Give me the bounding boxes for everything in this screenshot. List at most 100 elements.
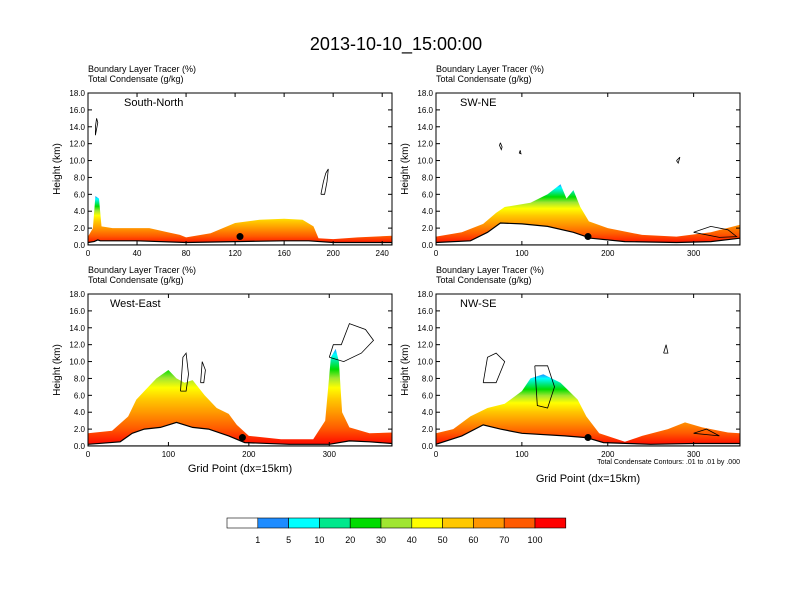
panel-header-condensate: Total Condensate (g/kg) (436, 74, 532, 84)
site-marker (584, 434, 592, 442)
y-axis-label: Height (km) (52, 143, 63, 195)
x-axis-label: Grid Point (dx=15km) (536, 473, 640, 485)
site-marker (236, 233, 244, 241)
y-ticks: 0.0 2.0 4.0 6.0 8.0 10.0 12.0 14.0 16.0 18.0 (69, 89, 392, 250)
y-tick-label: 10.0 (69, 358, 85, 367)
y-tick-label: 8.0 (422, 374, 434, 383)
x-tick-label: 100 (515, 450, 529, 459)
colorbar-swatch (349, 517, 382, 529)
colorbar-swatch (503, 517, 536, 529)
x-tick-label: 120 (228, 249, 242, 258)
condensate-contours (180, 323, 375, 392)
y-tick-label: 10.0 (417, 157, 433, 166)
y-tick-label: 0.0 (422, 442, 434, 451)
condensate-contour (482, 352, 506, 384)
plot-frame (87, 293, 393, 447)
tracer-plume (436, 374, 740, 446)
panel-nw-se: Boundary Layer Tracer (%) Total Condensa… (400, 265, 741, 485)
condensate-contour (180, 352, 189, 392)
y-tick-label: 8.0 (74, 173, 86, 182)
y-tick-label: 6.0 (422, 391, 434, 400)
terrain-fill (436, 222, 740, 245)
x-tick-label: 200 (242, 450, 256, 459)
x-ticks: 0 40 80 120 160 200 240 (86, 93, 390, 258)
colorbar-label: 10 (314, 535, 324, 545)
y-tick-label: 6.0 (74, 190, 86, 199)
y-tick-label: 2.0 (422, 224, 434, 233)
panel-header-tracer: Boundary Layer Tracer (%) (88, 64, 196, 74)
colorbar-label: 1 (255, 535, 260, 545)
colorbar-swatch (534, 517, 567, 529)
x-tick-label: 100 (515, 249, 529, 258)
y-tick-label: 16.0 (69, 106, 85, 115)
panel-west-east: Boundary Layer Tracer (%) Total Condensa… (52, 265, 393, 475)
condensate-contour (499, 142, 503, 151)
plot-area (436, 344, 740, 446)
y-tick-label: 6.0 (74, 391, 86, 400)
y-tick-label: 4.0 (74, 207, 86, 216)
terrain-fill (436, 424, 740, 446)
colorbar-swatch (288, 517, 320, 529)
x-tick-label: 160 (277, 249, 291, 258)
terrain-fill (88, 421, 392, 446)
x-ticks: 0 100 200 300 (434, 294, 701, 459)
site-marker (584, 233, 592, 241)
condensate-contour (534, 365, 555, 409)
y-axis-label: Height (km) (400, 344, 411, 396)
y-tick-label: 8.0 (422, 173, 434, 182)
x-axis-label: Grid Point (dx=15km) (188, 463, 292, 475)
y-tick-label: 14.0 (417, 123, 433, 132)
colorbar-swatch (380, 517, 413, 529)
x-tick-label: 300 (323, 450, 337, 459)
y-tick-label: 18.0 (417, 89, 433, 98)
y-tick-label: 14.0 (69, 324, 85, 333)
x-ticks: 0 100 200 300 (434, 93, 701, 258)
x-tick-label: 240 (376, 249, 390, 258)
y-tick-label: 6.0 (422, 190, 434, 199)
colorbar-swatch (319, 517, 351, 529)
figure-title: 2013-10-10_15:00:00 (310, 34, 482, 55)
condensate-contour (663, 344, 669, 354)
colorbar-swatch (257, 517, 289, 529)
y-tick-label: 10.0 (417, 358, 433, 367)
panel-header-tracer: Boundary Layer Tracer (%) (436, 64, 544, 74)
y-ticks: 0.0 2.0 4.0 6.0 8.0 10.0 12.0 14.0 16.0 18.0 (417, 89, 740, 250)
x-tick-label: 200 (601, 450, 615, 459)
colorbar-swatch (226, 517, 259, 529)
y-tick-label: 18.0 (417, 290, 433, 299)
plot-area (88, 118, 392, 245)
y-tick-label: 14.0 (69, 123, 85, 132)
plot-area (88, 323, 392, 446)
colorbar: 1 5 10 20 30 40 50 60 70 100 (226, 517, 567, 545)
panel-label: South-North (124, 97, 183, 109)
colorbar-label: 60 (468, 535, 478, 545)
y-tick-label: 10.0 (69, 157, 85, 166)
colorbar-swatch (411, 517, 443, 529)
condensate-contour (320, 168, 329, 195)
y-tick-label: 18.0 (69, 89, 85, 98)
condensate-contour (200, 361, 206, 384)
y-axis-label: Height (km) (400, 143, 411, 195)
y-tick-label: 12.0 (417, 140, 433, 149)
y-tick-label: 12.0 (69, 140, 85, 149)
y-tick-label: 4.0 (422, 207, 434, 216)
panel-header-tracer: Boundary Layer Tracer (%) (88, 265, 196, 275)
y-tick-label: 16.0 (417, 106, 433, 115)
y-tick-label: 14.0 (417, 324, 433, 333)
plot-area (436, 142, 740, 245)
y-tick-label: 12.0 (417, 341, 433, 350)
condensate-contours (499, 142, 738, 238)
x-tick-label: 300 (687, 450, 701, 459)
condensate-contours (95, 118, 329, 195)
y-tick-label: 2.0 (422, 425, 434, 434)
colorbar-label: 20 (345, 535, 355, 545)
x-tick-label: 0 (86, 450, 91, 459)
y-ticks: 0.0 2.0 4.0 6.0 8.0 10.0 12.0 14.0 16.0 18.0 (417, 290, 740, 451)
panel-header-condensate: Total Condensate (g/kg) (436, 275, 532, 285)
tracer-plume (88, 348, 392, 446)
panel-sw-ne: Boundary Layer Tracer (%) Total Condensa… (400, 64, 741, 258)
panel-label: NW-SE (460, 298, 496, 310)
y-tick-label: 0.0 (74, 442, 86, 451)
y-tick-label: 12.0 (69, 341, 85, 350)
